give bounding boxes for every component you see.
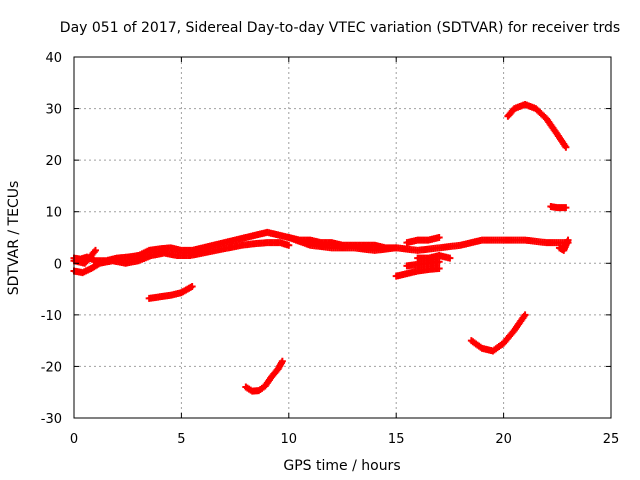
data-point [278,357,286,365]
series-arc-13 [547,203,570,212]
x-tick-label: 25 [603,432,620,447]
series-arc-6 [285,234,572,254]
data-points [70,100,572,395]
y-tick-label: -10 [41,309,62,324]
data-point [435,264,443,272]
x-axis-label: GPS time / hours [283,458,400,474]
data-point [562,204,570,212]
data-point [564,236,572,244]
y-tick-label: -30 [41,412,62,427]
data-point [562,143,570,151]
y-tick-label: 20 [45,154,62,169]
x-tick-label: 0 [70,432,78,447]
series-arc-11 [467,311,529,355]
data-point [285,241,293,249]
data-point [435,234,443,241]
series-arc-12 [504,100,570,151]
series-arc-4 [145,282,196,302]
y-tick-label: 30 [45,103,62,118]
y-tick-label: -20 [41,360,62,375]
data-point [91,246,99,254]
data-point [188,282,196,290]
x-tick-label: 5 [177,432,185,447]
series-arc-8 [403,258,443,270]
series-arc-2 [70,239,293,277]
series-arc-7 [392,264,443,280]
series-arc-10 [414,252,454,262]
data-point [435,258,443,266]
x-tick-label: 10 [281,432,298,447]
y-tick-label: 0 [54,257,62,272]
plot-frame [73,56,612,419]
series-arc-5 [242,357,286,395]
series-arc-14 [555,236,572,254]
y-axis-label: SDTVAR / TECUs [6,181,22,296]
data-point [446,254,454,262]
x-tick-label: 20 [495,432,512,447]
data-point [521,311,529,319]
axis-ticks: 0 5 10 15 20 25 -30 -20 -10 0 10 20 30 40 [41,51,620,447]
y-tick-label: 40 [45,51,62,66]
x-tick-label: 15 [388,432,405,447]
series-arc-9 [403,234,443,247]
y-tick-label: 10 [45,206,62,221]
chart-title: Day 051 of 2017, Sidereal Day-to-day VTE… [60,20,620,36]
